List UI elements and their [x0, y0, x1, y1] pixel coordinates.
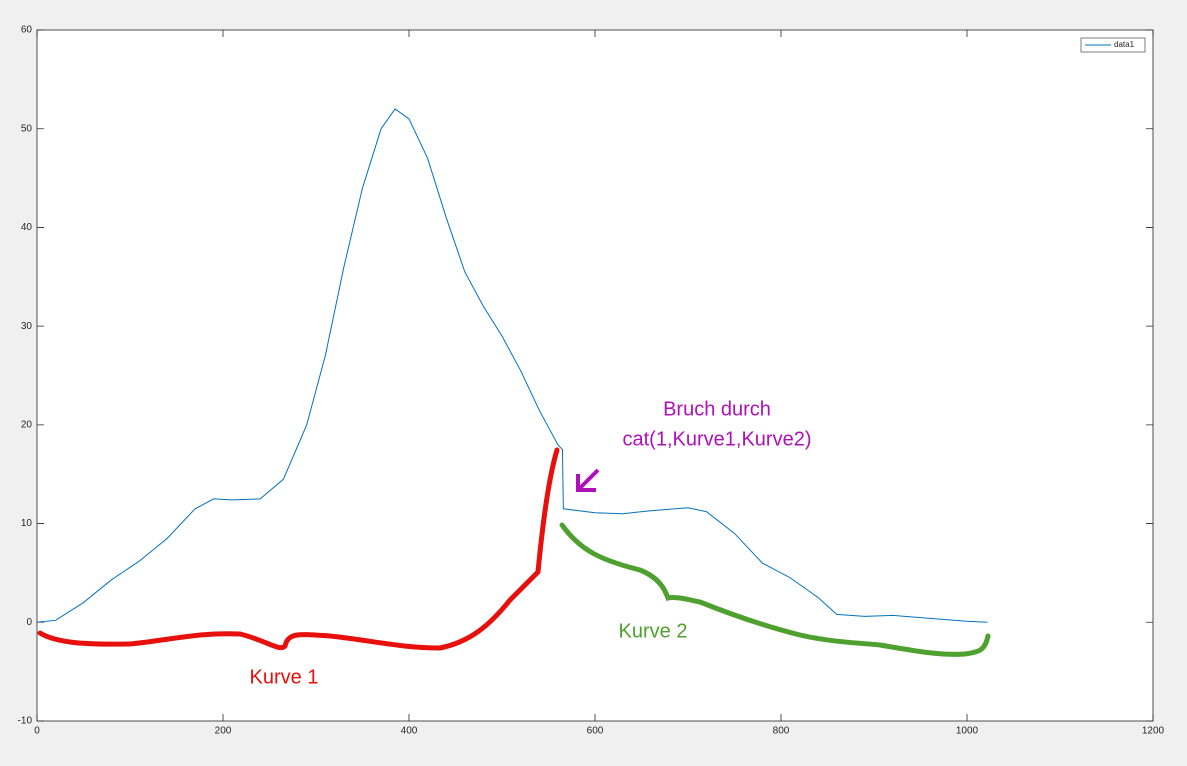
- x-tick-label: 1200: [1142, 726, 1165, 737]
- y-tick-label: 40: [21, 222, 33, 233]
- y-tick-label: 10: [21, 518, 33, 529]
- x-tick-label: 200: [215, 726, 232, 737]
- annotation: Bruch durch: [663, 398, 771, 420]
- x-tick-label: 800: [773, 726, 790, 737]
- y-tick-label: 60: [21, 25, 33, 36]
- annotation: Kurve 1: [250, 666, 319, 688]
- legend-box: [1080, 37, 1146, 53]
- annotation: cat(1,Kurve1,Kurve2): [623, 428, 812, 450]
- y-tick-label: 20: [21, 419, 33, 430]
- y-tick-label: 50: [21, 123, 33, 134]
- y-tick-label: 30: [21, 321, 33, 332]
- x-tick-label: 1000: [956, 726, 979, 737]
- x-tick-label: 600: [587, 726, 604, 737]
- y-tick-label: -10: [18, 716, 33, 727]
- data-line: [36, 108, 988, 623]
- legend-label: data1: [1114, 40, 1135, 49]
- hand-drawn-curve-1: [37, 447, 560, 651]
- y-tick-label: 0: [26, 617, 32, 628]
- hand-drawn-curve-2: [559, 522, 991, 657]
- x-tick-label: 0: [34, 726, 40, 737]
- arrow: [576, 468, 600, 492]
- x-tick-label: 400: [401, 726, 418, 737]
- plot-area: [36, 29, 1154, 722]
- annotation: Kurve 2: [619, 620, 688, 642]
